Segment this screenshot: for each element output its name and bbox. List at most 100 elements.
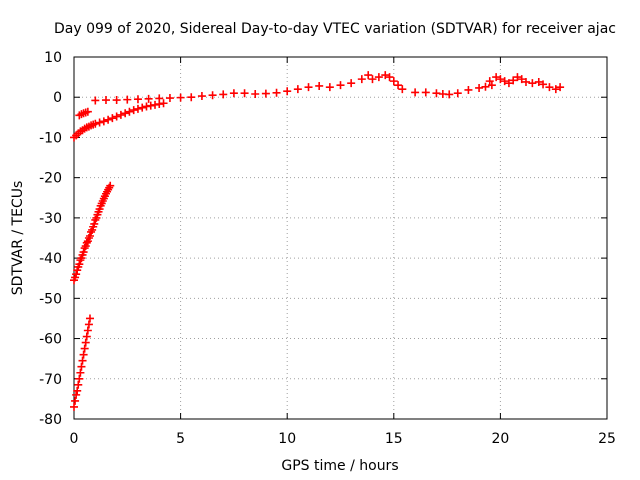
data-point xyxy=(283,87,292,96)
data-point xyxy=(496,75,505,84)
data-point xyxy=(73,386,82,395)
data-point xyxy=(95,118,104,127)
chart-title: Day 099 of 2020, Sidereal Day-to-day VTE… xyxy=(54,21,616,37)
data-point xyxy=(125,107,134,116)
data-point xyxy=(176,93,185,102)
y-tick-label: -40 xyxy=(39,251,62,267)
data-point xyxy=(79,350,88,359)
x-tick-label: 20 xyxy=(491,431,509,447)
data-point xyxy=(75,260,84,269)
y-tick-label: 10 xyxy=(44,50,62,66)
data-point xyxy=(453,89,462,98)
data-point xyxy=(347,79,356,88)
x-axis-label: GPS time / hours xyxy=(281,458,398,474)
data-point xyxy=(81,338,90,347)
data-point xyxy=(364,71,373,80)
data-point xyxy=(79,248,88,257)
data-point xyxy=(142,102,151,111)
data-point xyxy=(485,77,494,86)
data-point xyxy=(155,94,164,103)
y-tick-label: -70 xyxy=(39,372,62,388)
data-point xyxy=(325,83,334,92)
data-point xyxy=(304,83,313,92)
series-arc-13-15 xyxy=(336,71,407,94)
y-tick-label: -80 xyxy=(39,412,62,428)
data-point xyxy=(133,95,142,104)
data-point xyxy=(129,106,138,115)
grid-lines xyxy=(74,57,607,419)
data-point xyxy=(481,82,490,91)
y-tick-label: -20 xyxy=(39,171,62,187)
data-point xyxy=(487,81,496,90)
data-point xyxy=(411,88,420,97)
data-point xyxy=(261,89,270,98)
data-point xyxy=(432,89,441,98)
data-point xyxy=(381,71,390,80)
series-arc-steep-middle xyxy=(70,181,115,285)
x-tick-label: 25 xyxy=(598,431,616,447)
data-point xyxy=(445,90,454,99)
y-axis: -80 -70 -60 -50 -40 -30 -20 -10 0 10 xyxy=(39,50,607,428)
data-point xyxy=(385,73,394,82)
data-points xyxy=(70,71,565,411)
data-point xyxy=(78,356,87,365)
data-point xyxy=(208,91,217,100)
data-point xyxy=(85,231,94,240)
data-point xyxy=(272,88,281,97)
data-point xyxy=(394,81,403,90)
data-point xyxy=(146,101,155,110)
data-point xyxy=(159,99,168,108)
data-point xyxy=(85,314,94,323)
data-point xyxy=(551,85,560,94)
series-arc-main xyxy=(91,81,334,105)
data-point xyxy=(492,73,501,82)
data-point xyxy=(315,81,324,90)
x-tick-label: 10 xyxy=(278,431,296,447)
data-point xyxy=(539,80,548,89)
data-point xyxy=(76,368,85,377)
series-arc-16-19 xyxy=(411,81,496,99)
data-point xyxy=(84,320,93,329)
data-point xyxy=(545,83,554,92)
data-point xyxy=(82,238,91,247)
y-tick-label: -30 xyxy=(39,211,62,227)
series-arc-short xyxy=(75,107,92,120)
data-point xyxy=(91,119,100,128)
series-arc-steep-bottom xyxy=(70,314,94,411)
data-point xyxy=(398,85,407,94)
data-point xyxy=(91,96,100,105)
data-point xyxy=(165,94,174,103)
x-tick-label: 5 xyxy=(176,431,185,447)
data-point xyxy=(534,77,543,86)
data-point xyxy=(251,90,260,99)
data-point xyxy=(336,81,345,90)
data-point xyxy=(187,93,196,102)
data-point xyxy=(90,219,99,228)
data-point xyxy=(75,374,84,383)
data-point xyxy=(77,362,86,371)
y-tick-label: -10 xyxy=(39,130,62,146)
data-point xyxy=(99,117,108,126)
data-point xyxy=(421,88,430,97)
y-tick-label: -60 xyxy=(39,332,62,348)
data-point xyxy=(521,77,530,86)
data-point xyxy=(83,107,92,116)
data-point xyxy=(357,75,366,84)
x-axis: 0 5 10 15 20 25 xyxy=(70,57,616,447)
series-arc-rising-start xyxy=(70,99,168,142)
data-point xyxy=(389,77,398,86)
y-axis-label: SDTVAR / TECUs xyxy=(10,181,26,296)
data-point xyxy=(108,114,117,123)
data-point xyxy=(72,390,81,399)
data-point xyxy=(112,96,121,105)
data-point xyxy=(464,85,473,94)
data-point xyxy=(112,112,121,121)
data-point xyxy=(475,83,484,92)
data-point xyxy=(556,83,565,92)
data-point xyxy=(144,94,153,103)
data-point xyxy=(83,326,92,335)
data-point xyxy=(513,73,522,82)
data-point xyxy=(504,79,513,88)
data-point xyxy=(70,402,78,411)
